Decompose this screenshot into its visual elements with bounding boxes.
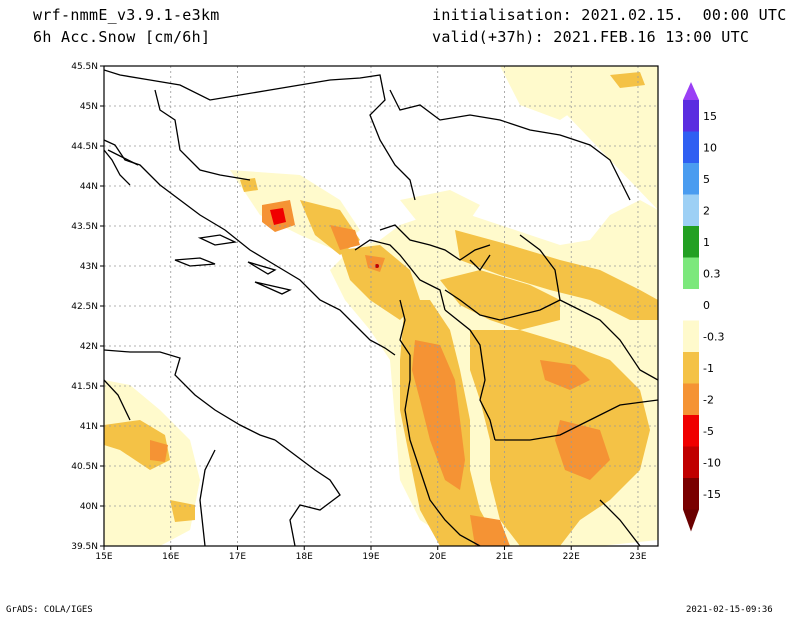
colorbar-bottom-arrow	[683, 509, 699, 532]
colorbar-cell	[683, 352, 699, 384]
lat-tick-label: 44N	[80, 182, 98, 192]
lat-tick-label: 41N	[80, 422, 98, 432]
lon-tick-label: 19E	[362, 552, 379, 562]
lat-tick-label: 40N	[80, 502, 98, 512]
colorbar-label: -15	[703, 488, 721, 501]
footer-left: GrADS: COLA/IGES	[6, 605, 93, 615]
lat-tick-label: 41.5N	[71, 382, 98, 392]
colorbar: 15 10 5 2 1 0.3 0 -0.3 -1 -2 -5 -10 -15	[683, 82, 724, 532]
colorbar-label: 1	[703, 236, 710, 249]
colorbar-label: -10	[703, 457, 721, 470]
lat-tick-label: 44.5N	[71, 142, 98, 152]
lon-tick-label: 18E	[296, 552, 313, 562]
valid-time: valid(+37h): 2021.FEB.16 13:00 UTC	[432, 28, 750, 46]
colorbar-label: -5	[703, 425, 714, 438]
colorbar-label: 0.3	[703, 268, 721, 281]
colorbar-cell	[683, 415, 699, 447]
lat-tick-label: 40.5N	[71, 462, 98, 472]
lon-tick-label: 22E	[563, 552, 580, 562]
colorbar-label: 0	[703, 299, 710, 312]
colorbar-cell	[683, 100, 699, 132]
colorbar-cell	[683, 194, 699, 226]
colorbar-top-arrow	[683, 82, 699, 100]
lon-tick-label: 21E	[496, 552, 513, 562]
colorbar-cell	[683, 257, 699, 289]
colorbar-cell	[683, 131, 699, 163]
lon-axis: 15E 16E 17E 18E 19E 20E 21E 22E 23E	[95, 546, 647, 562]
lat-tick-label: 45.5N	[71, 62, 98, 72]
colorbar-cell	[683, 289, 699, 321]
colorbar-label: -0.3	[703, 331, 724, 344]
colorbar-label: -1	[703, 362, 714, 375]
lon-tick-label: 16E	[162, 552, 179, 562]
lat-tick-label: 43.5N	[71, 222, 98, 232]
colorbar-label: 5	[703, 173, 710, 186]
colorbar-label: 2	[703, 205, 710, 218]
colorbar-label: 10	[703, 142, 717, 155]
init-time: initialisation: 2021.02.15. 00:00 UTC	[432, 6, 787, 24]
lat-tick-label: 43N	[80, 262, 98, 272]
field-title: 6h Acc.Snow [cm/6h]	[33, 28, 211, 46]
colorbar-label: 15	[703, 110, 717, 123]
lat-tick-label: 39.5N	[71, 542, 98, 552]
lon-tick-label: 23E	[629, 552, 646, 562]
colorbar-cell	[683, 446, 699, 478]
coastlines-borders	[104, 69, 658, 546]
lat-tick-label: 42.5N	[71, 302, 98, 312]
footer-right: 2021-02-15-09:36	[686, 605, 773, 615]
lat-tick-label: 42N	[80, 342, 98, 352]
lat-tick-label: 45N	[80, 102, 98, 112]
lon-tick-label: 17E	[229, 552, 246, 562]
model-title: wrf-nmmE_v3.9.1-e3km	[33, 6, 220, 24]
colorbar-cell	[683, 478, 699, 510]
colorbar-cell	[683, 226, 699, 258]
lat-lon-grid	[104, 66, 658, 546]
lat-axis: 45.5N 45N 44.5N 44N 43.5N 43N 42.5N 42N 41.5N 41N…	[71, 62, 104, 552]
colorbar-label: -2	[703, 394, 714, 407]
colorbar-cell	[683, 163, 699, 195]
lon-tick-label: 15E	[95, 552, 112, 562]
colorbar-cell	[683, 383, 699, 415]
lon-tick-label: 20E	[429, 552, 446, 562]
colorbar-cell	[683, 320, 699, 352]
